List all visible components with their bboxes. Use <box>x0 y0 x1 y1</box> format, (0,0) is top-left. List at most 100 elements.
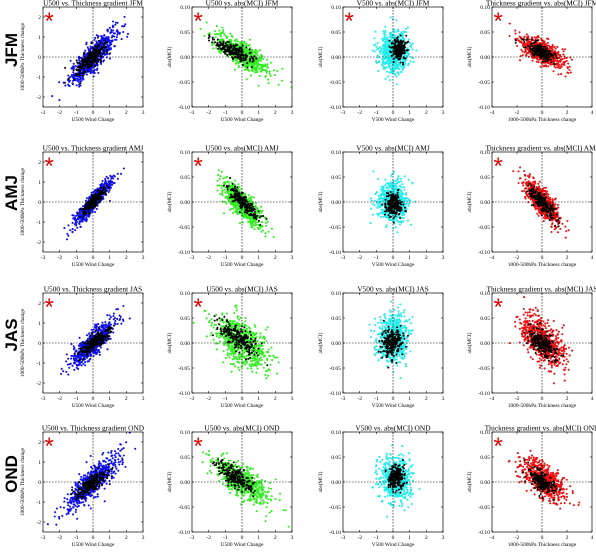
data-point <box>76 214 80 217</box>
data-point <box>102 184 105 187</box>
data-point <box>224 181 227 184</box>
data-point <box>542 45 545 48</box>
data-point <box>547 50 550 53</box>
x-tick-label: -3 <box>41 255 46 261</box>
data-point <box>388 45 391 48</box>
data-point <box>384 25 387 28</box>
data-point <box>120 38 123 41</box>
data-point <box>223 200 226 203</box>
data-point <box>243 45 246 48</box>
data-point <box>217 174 220 177</box>
data-point <box>108 26 111 29</box>
data-point <box>262 57 265 60</box>
data-point <box>535 55 538 58</box>
data-point <box>97 189 100 192</box>
data-point <box>113 32 116 35</box>
panel-jfm-0: U500 vs. Thickness gradient JFM-3 -2 -1 0 1 2… <box>20 0 145 123</box>
data-point <box>83 58 86 61</box>
data-point <box>248 38 252 41</box>
data-point <box>565 59 568 62</box>
data-point <box>380 63 384 66</box>
data-point <box>539 52 542 55</box>
data-point <box>97 198 100 201</box>
data-point <box>395 19 398 22</box>
data-point <box>394 66 397 69</box>
data-point <box>224 42 227 45</box>
x-ticks: -4 -2 0 2 4 <box>490 7 594 116</box>
data-point <box>388 41 391 44</box>
data-point <box>258 49 262 52</box>
data-point <box>220 187 223 190</box>
x-tick-label: 0 <box>92 110 95 116</box>
data-point <box>219 52 222 55</box>
data-point <box>521 50 524 53</box>
data-point <box>395 30 398 33</box>
data-point <box>218 177 221 180</box>
y-tick-label: -0.05 <box>178 80 190 86</box>
data-point <box>243 42 246 45</box>
data-point <box>99 44 102 47</box>
data-point <box>568 65 571 68</box>
x-tick-label: -3 <box>190 110 195 116</box>
data-point <box>71 83 75 86</box>
data-point <box>85 41 88 44</box>
data-point <box>245 44 248 47</box>
data-point <box>383 56 386 60</box>
data-point <box>556 59 559 62</box>
y-axis-label: 1000-500hPa Thickness change <box>20 167 26 236</box>
data-point <box>243 51 246 54</box>
data-point <box>543 56 546 59</box>
x-tick-label: 0 <box>241 110 244 116</box>
data-point <box>235 52 238 55</box>
data-point <box>213 33 217 36</box>
x-ticks: -3 -2 -1 0 1 2 3 <box>190 7 294 116</box>
data-point <box>214 41 217 44</box>
data-point <box>543 40 546 43</box>
y-tick-label: 0.05 <box>331 30 341 36</box>
data-point <box>537 36 540 39</box>
data-point <box>398 41 401 44</box>
data-point <box>113 35 116 38</box>
data-point <box>537 42 540 45</box>
data-point <box>68 85 71 88</box>
data-point <box>70 75 73 78</box>
data-point <box>232 49 235 52</box>
data-point <box>403 43 406 46</box>
data-point <box>388 63 391 66</box>
data-point <box>222 29 225 32</box>
data-point <box>386 47 389 50</box>
data-point <box>550 45 553 48</box>
data-point <box>520 41 523 44</box>
data-point <box>102 48 105 51</box>
data-point <box>407 52 410 55</box>
data-point <box>213 30 216 33</box>
data-point <box>374 43 377 46</box>
data-point <box>547 58 550 61</box>
data-point <box>219 47 222 50</box>
data-point <box>399 34 402 37</box>
data-point <box>240 50 243 53</box>
data-point <box>377 60 381 63</box>
data-point <box>75 84 78 87</box>
y-ticks: -0.10-0.050.000.050.10 <box>329 5 443 111</box>
data-point <box>386 70 389 73</box>
data-point <box>89 45 92 48</box>
data-point <box>244 53 247 56</box>
data-point <box>76 226 79 229</box>
data-point <box>247 44 250 47</box>
data-point <box>521 53 524 57</box>
data-point <box>406 26 409 29</box>
data-point <box>374 60 378 63</box>
data-point <box>527 44 530 47</box>
x-axis-label: 1000-500hPa Thickness change <box>508 117 577 123</box>
data-point <box>553 65 556 68</box>
data-point <box>259 60 263 63</box>
data-point <box>268 72 271 75</box>
data-point <box>83 63 86 66</box>
data-point <box>384 31 387 34</box>
data-point <box>229 44 232 47</box>
x-tick-label: 2 <box>125 255 128 261</box>
data-point <box>244 58 247 61</box>
data-point <box>376 41 379 45</box>
data-point <box>379 52 382 55</box>
